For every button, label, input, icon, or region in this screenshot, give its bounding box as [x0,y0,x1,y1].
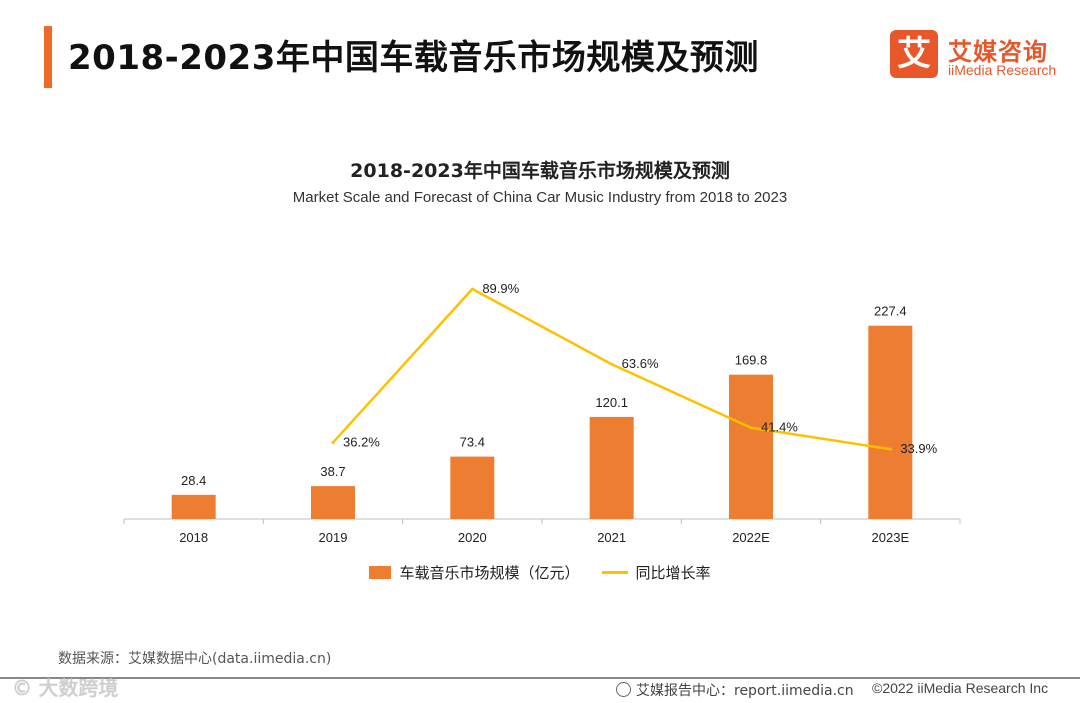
legend-label-growth: 同比增长率 [635,564,711,582]
logo-en-text: iiMedia Research [948,62,1057,78]
bar-2023E [868,325,913,519]
footer-divider [0,677,1080,679]
x-tick-label: 2018 [179,530,208,545]
legend-swatch-line [601,571,628,574]
growth-rate-label: 63.6% [622,356,659,371]
footer-report-text: 艾媒报告中心：report.iimedia.cn [636,683,854,699]
x-tick-label: 2021 [597,530,626,545]
bar-2020 [450,456,495,519]
chart-legend: 车载音乐市场规模（亿元） 同比增长率 [0,562,1080,583]
footer-report-center: 艾媒报告中心：report.iimedia.cn [616,680,854,700]
bar-2018 [171,494,216,519]
bar-2019 [311,486,355,519]
watermark: © 大数跨境 [12,676,119,700]
bar-value-label: 73.4 [460,435,485,450]
growth-rate-point [331,441,335,445]
page-title: 2018-2023年中国车载音乐市场规模及预测 [68,38,759,78]
bar-2022E [729,374,773,519]
brand-logo: 艾 艾媒咨询 iiMedia Research [890,30,1070,82]
logo-cn-text: 艾媒咨询 [948,38,1048,66]
chart-subtitle: Market Scale and Forecast of China Car M… [292,189,788,206]
growth-rate-label: 89.9% [482,281,519,296]
x-tick-label: 2022E [732,530,770,545]
legend-item-market: 车载音乐市场规模（亿元） [369,562,580,583]
bar-value-label: 169.8 [735,353,768,368]
growth-rate-point [888,447,892,451]
x-tick-label: 2020 [458,530,487,545]
growth-rate-label: 33.9% [900,441,937,456]
legend-item-growth: 同比增长率 [601,562,711,583]
logo-mark-icon: 艾 [890,30,938,78]
bar-2021 [589,416,634,519]
growth-rate-label: 36.2% [343,435,380,450]
legend-label-market: 车载音乐市场规模（亿元） [399,564,580,582]
footer-copyright: ©2022 iiMedia Research Inc [872,680,1049,696]
legend-swatch-bar [369,566,392,579]
title-accent-bar [44,26,52,88]
bar-value-label: 38.7 [320,464,345,479]
bar-value-label: 120.1 [595,395,628,410]
chart-title: 2018-2023年中国车载音乐市场规模及预测 [350,160,730,182]
globe-icon [616,682,631,697]
x-tick-label: 2019 [319,530,348,545]
x-tick-label: 2023E [872,530,910,545]
growth-rate-point [610,362,614,366]
growth-rate-point [470,287,474,291]
growth-rate-label: 41.4% [761,420,798,435]
bar-value-label: 227.4 [874,304,907,319]
data-source: 数据来源：艾媒数据中心(data.iimedia.cn) [58,651,332,667]
bar-value-label: 28.4 [181,473,206,488]
growth-rate-point [749,426,753,430]
